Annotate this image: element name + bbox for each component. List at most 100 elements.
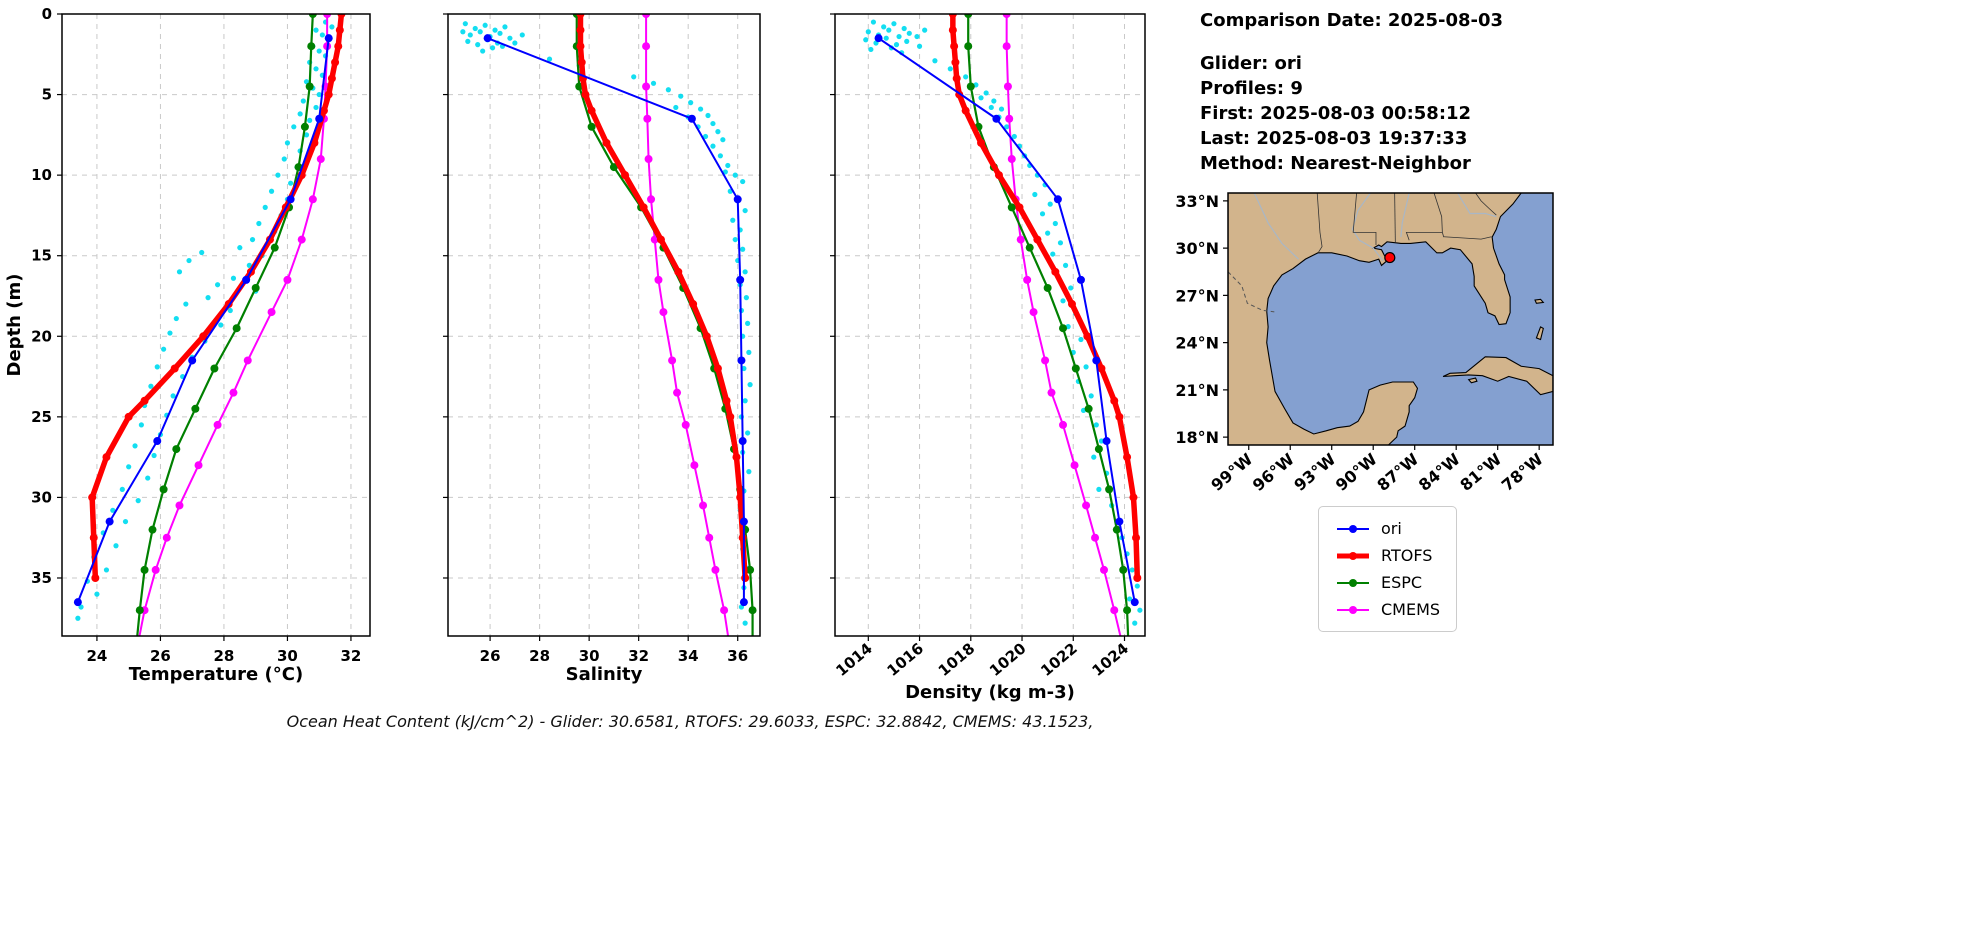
axes-frame bbox=[447, 13, 761, 637]
series-ESPC bbox=[964, 14, 1132, 636]
espc-line-sample-icon bbox=[1337, 578, 1369, 587]
svg-text:5: 5 bbox=[42, 86, 52, 104]
river bbox=[1253, 193, 1299, 260]
legend-label-cmems: CMEMS bbox=[1381, 600, 1441, 619]
state-border bbox=[1475, 193, 1497, 216]
svg-text:10: 10 bbox=[31, 166, 52, 184]
rtofs-line-sample-icon bbox=[1337, 551, 1369, 560]
state-border bbox=[1443, 236, 1492, 240]
river bbox=[1457, 193, 1497, 218]
series-ori bbox=[73, 34, 333, 607]
legend-label-ori: ori bbox=[1381, 519, 1402, 538]
legend-label-espc: ESPC bbox=[1381, 573, 1423, 592]
series-CMEMS bbox=[642, 14, 730, 636]
svg-text:1018: 1018 bbox=[935, 639, 979, 680]
cmems-line-sample-icon bbox=[1337, 605, 1369, 614]
depth-ylabel: Depth (m) bbox=[4, 274, 25, 377]
ori-line-sample-icon bbox=[1337, 524, 1369, 533]
svg-text:1020: 1020 bbox=[986, 639, 1030, 680]
svg-text:33°N: 33°N bbox=[1175, 192, 1219, 211]
svg-text:1022: 1022 bbox=[1037, 639, 1081, 680]
svg-text:32: 32 bbox=[341, 647, 362, 665]
comparison-date-text: Comparison Date: 2025-08-03 bbox=[1200, 10, 1504, 31]
svg-text:21°N: 21°N bbox=[1175, 381, 1219, 400]
svg-text:30: 30 bbox=[579, 647, 600, 665]
series-CMEMS bbox=[1002, 14, 1122, 636]
svg-text:35: 35 bbox=[31, 569, 52, 587]
svg-text:26: 26 bbox=[150, 647, 171, 665]
series-RTOFS bbox=[948, 14, 1142, 582]
gulf-of-mexico-map: 33°N 30°N 27°N 24°N 21°N 18°N 99°W96°W93°W90°W… bbox=[1175, 192, 1554, 495]
gridlines bbox=[448, 13, 760, 636]
series-ESPC bbox=[572, 14, 757, 636]
land bbox=[1228, 193, 1553, 445]
legend-item-espc: ESPC bbox=[1335, 573, 1440, 592]
svg-text:93°W: 93°W bbox=[1290, 449, 1339, 495]
svg-text:34: 34 bbox=[678, 647, 699, 665]
glider-scatter bbox=[75, 19, 335, 621]
svg-text:24: 24 bbox=[86, 647, 107, 665]
svg-text:27°N: 27°N bbox=[1175, 286, 1219, 305]
svg-text:15: 15 bbox=[31, 247, 52, 265]
info-panel: Comparison Date: 2025-08-03 Glider: ori … bbox=[1200, 8, 1503, 176]
info-spacer bbox=[1200, 33, 1503, 51]
state-border bbox=[1394, 193, 1396, 243]
profile-plots: 24 26 28 30 32 0 5 10 15 20 25 30 35 Temperature (°C)… bbox=[4, 5, 1146, 703]
state-border bbox=[1352, 193, 1377, 245]
svg-text:81°W: 81°W bbox=[1456, 449, 1505, 495]
svg-text:26: 26 bbox=[480, 647, 501, 665]
svg-text:32: 32 bbox=[628, 647, 649, 665]
state-border bbox=[1316, 193, 1323, 253]
state-border bbox=[1405, 231, 1443, 241]
legend: ori RTOFS ESPC CMEMS bbox=[1318, 506, 1458, 632]
glider-name-text: Glider: ori bbox=[1200, 53, 1302, 74]
method-text: Method: Nearest-Neighbor bbox=[1200, 153, 1471, 174]
us-mexico-border bbox=[1228, 271, 1275, 313]
legend-item-ori: ori bbox=[1335, 519, 1440, 538]
svg-text:25: 25 bbox=[31, 408, 52, 426]
map-frame bbox=[1227, 192, 1554, 446]
river bbox=[1351, 193, 1384, 262]
svg-text:87°W: 87°W bbox=[1373, 449, 1422, 495]
salinity-axes: 26 28 30 32 34 36 Salinity bbox=[443, 13, 761, 685]
svg-text:30°N: 30°N bbox=[1175, 239, 1219, 258]
profiles-count-text: Profiles: 9 bbox=[1200, 78, 1303, 99]
series-RTOFS bbox=[88, 14, 346, 582]
axes-frame bbox=[61, 13, 371, 637]
svg-text:84°W: 84°W bbox=[1415, 449, 1464, 495]
last-profile-time-text: Last: 2025-08-03 19:37:33 bbox=[1200, 128, 1468, 149]
svg-text:28: 28 bbox=[214, 647, 235, 665]
svg-text:30: 30 bbox=[31, 488, 52, 506]
svg-text:78°W: 78°W bbox=[1498, 449, 1547, 495]
density-xlabel: Density (kg m-3) bbox=[905, 682, 1075, 703]
svg-text:28: 28 bbox=[529, 647, 550, 665]
density-axes: 1014 1016 1018 1020 1022 1024 Density (kg m-3) bbox=[830, 13, 1146, 703]
svg-text:24°N: 24°N bbox=[1175, 334, 1219, 353]
gridlines bbox=[62, 13, 370, 636]
svg-text:99°W: 99°W bbox=[1207, 449, 1256, 495]
svg-text:1016: 1016 bbox=[884, 639, 928, 680]
series-ori bbox=[874, 34, 1139, 607]
glider-location-marker bbox=[1384, 251, 1396, 264]
series-RTOFS bbox=[576, 14, 750, 582]
svg-text:0: 0 bbox=[42, 5, 52, 23]
svg-text:36: 36 bbox=[727, 647, 748, 665]
legend-item-cmems: CMEMS bbox=[1335, 600, 1440, 619]
glider-scatter bbox=[863, 19, 1143, 626]
svg-text:90°W: 90°W bbox=[1332, 449, 1381, 495]
axes-frame bbox=[834, 13, 1146, 637]
legend-label-rtofs: RTOFS bbox=[1381, 546, 1433, 565]
svg-text:1014: 1014 bbox=[832, 639, 876, 680]
salinity-xlabel: Salinity bbox=[566, 664, 643, 685]
state-border bbox=[1433, 193, 1445, 238]
svg-text:18°N: 18°N bbox=[1175, 428, 1219, 447]
ohc-caption: Ocean Heat Content (kJ/cm^2) - Glider: 3… bbox=[286, 712, 1094, 731]
first-profile-time-text: First: 2025-08-03 00:58:12 bbox=[1200, 103, 1472, 124]
svg-text:20: 20 bbox=[31, 327, 52, 345]
svg-text:30: 30 bbox=[277, 647, 298, 665]
svg-text:1024: 1024 bbox=[1089, 639, 1133, 680]
temperature-axes: 24 26 28 30 32 0 5 10 15 20 25 30 35 Temperature (°C) bbox=[31, 5, 371, 685]
glider-scatter bbox=[460, 21, 753, 626]
svg-text:96°W: 96°W bbox=[1249, 449, 1298, 495]
